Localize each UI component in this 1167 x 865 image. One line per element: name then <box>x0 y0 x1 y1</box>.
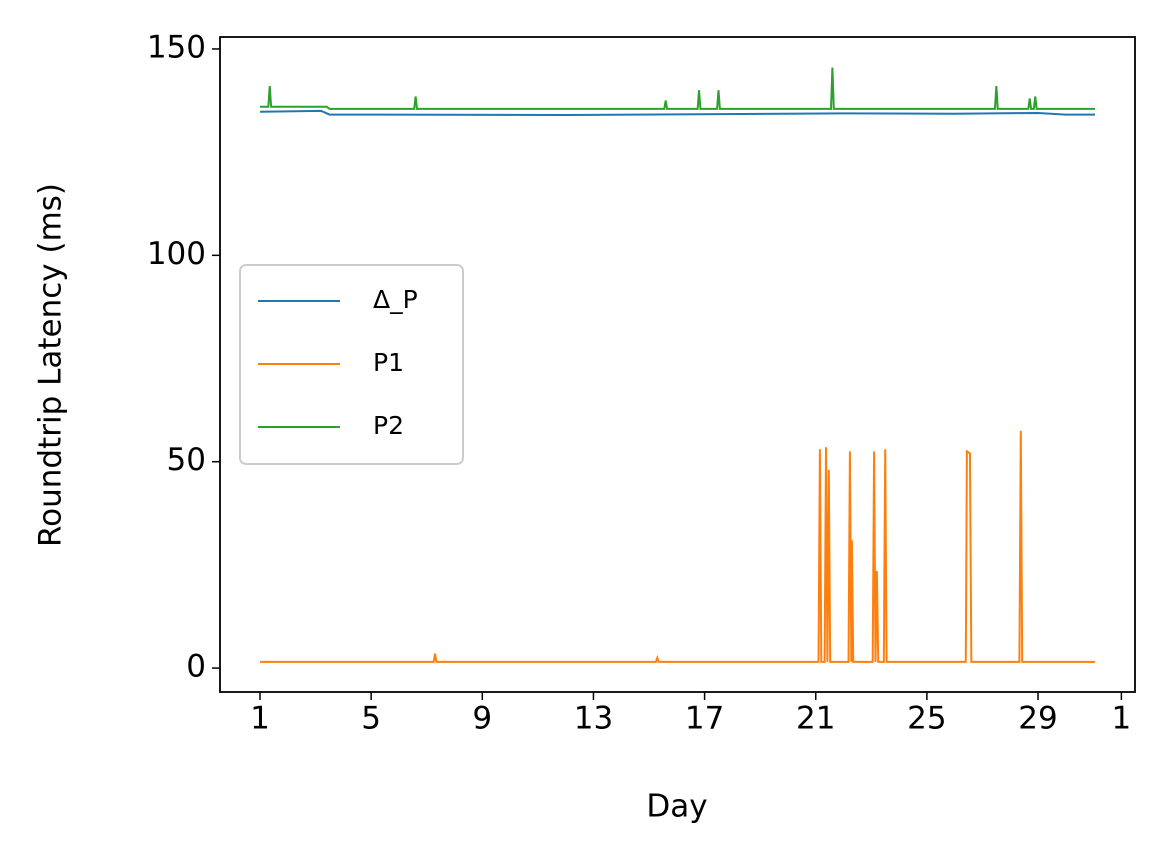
x-tick-label: 29 <box>1018 701 1057 737</box>
plot-frame <box>219 36 1136 693</box>
x-tick-label: 1 <box>1112 701 1132 737</box>
legend-label: P1 <box>373 348 404 377</box>
x-tick-label: 13 <box>574 701 613 737</box>
x-tick-label: 1 <box>250 701 270 737</box>
x-tick-label: 25 <box>907 701 946 737</box>
legend-box <box>239 264 464 465</box>
line-series <box>260 430 1095 663</box>
legend-label: P2 <box>373 411 404 440</box>
line-series <box>260 67 1095 110</box>
x-tick-label: 5 <box>361 701 381 737</box>
y-tick-label: 0 <box>186 649 206 685</box>
x-tick-label: 9 <box>472 701 492 737</box>
y-axis-label: Roundtrip Latency (ms) <box>33 183 69 547</box>
legend-label: Δ_P <box>373 285 418 314</box>
x-tick-label: 17 <box>685 701 724 737</box>
x-tick-label: 21 <box>796 701 835 737</box>
y-tick-label: 150 <box>147 29 206 65</box>
y-tick-label: 100 <box>147 236 206 272</box>
line-series <box>259 109 1095 117</box>
y-tick-label: 50 <box>167 442 206 478</box>
x-axis-label: Day <box>646 789 707 825</box>
